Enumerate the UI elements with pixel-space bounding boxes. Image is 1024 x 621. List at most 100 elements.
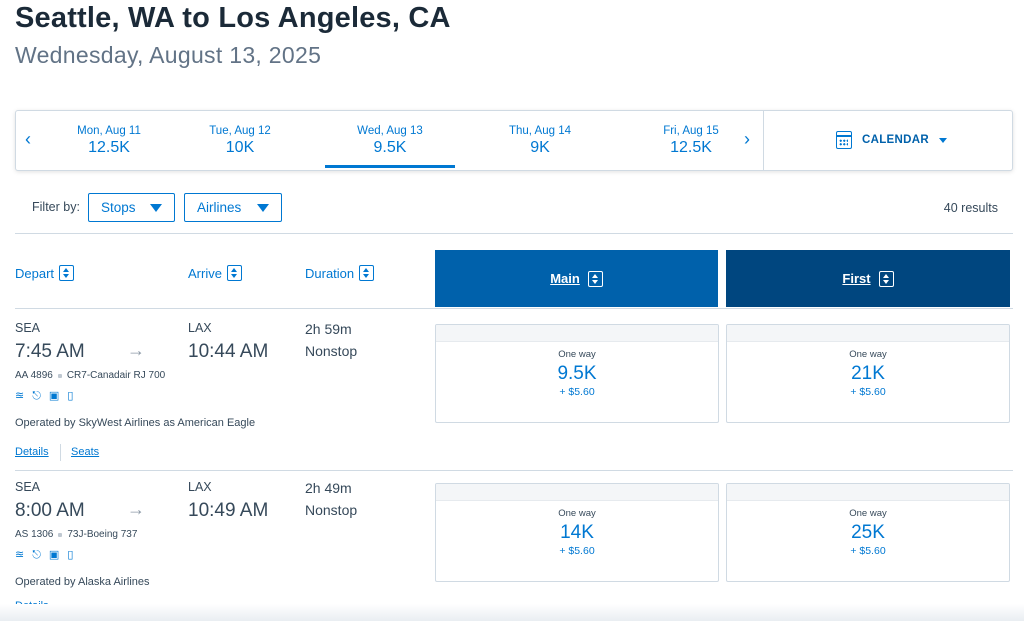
flight-stops: Nonstop	[305, 502, 358, 518]
chevron-right-icon[interactable]: ›	[744, 129, 750, 149]
caret-down-icon	[150, 203, 162, 212]
date-tab-label: Fri, Aug 15	[663, 125, 719, 137]
date-tab-aug-14[interactable]: Thu, Aug 14 9K	[475, 125, 605, 157]
wifi-icon: ≊	[15, 549, 25, 561]
first-cabin-header[interactable]: First	[726, 250, 1010, 307]
duration-header-label: Duration	[305, 265, 355, 281]
airlines-filter-label: Airlines	[197, 200, 242, 215]
fare-type: One way	[849, 508, 887, 519]
amenities: ≊ ⎋ ▣ ▯	[15, 550, 73, 561]
page-subtitle-date: Wednesday, August 13, 2025	[15, 42, 322, 68]
date-tab-label: Mon, Aug 11	[77, 125, 141, 137]
fare-type: One way	[849, 349, 887, 360]
wifi-icon: ≊	[15, 390, 25, 402]
origin-code: SEA	[15, 321, 41, 335]
amenities: ≊ ⎋ ▣ ▯	[15, 391, 73, 402]
page-title: Seattle, WA to Los Angeles, CA	[15, 2, 451, 34]
calendar-icon	[836, 131, 852, 149]
aircraft-type: 73J-Boeing 737	[67, 529, 138, 540]
fare-type: One way	[558, 508, 596, 519]
date-tab-price: 12.5K	[88, 139, 130, 156]
arrive-time: 10:49 AM	[188, 500, 269, 521]
flight-info: AA 4896 CR7-Canadair RJ 700	[15, 370, 165, 381]
main-fare-button[interactable]: One way 14K + $5.60	[435, 483, 719, 582]
usb-icon: ▣	[48, 390, 60, 402]
date-tab-label: Wed, Aug 13	[357, 125, 423, 137]
date-tab-price: 9.5K	[373, 139, 407, 156]
date-tab-price: 10K	[225, 139, 255, 156]
sort-icon	[878, 270, 894, 287]
usb-icon: ▣	[48, 549, 60, 561]
separator	[57, 373, 62, 378]
chevron-left-icon[interactable]: ‹	[25, 129, 31, 149]
divider	[15, 233, 1013, 234]
fare-taxes: + $5.60	[559, 545, 595, 557]
date-tab-price: 12.5K	[670, 139, 712, 156]
sort-icon	[587, 270, 603, 287]
first-fare-button[interactable]: One way 25K + $5.60	[726, 483, 1010, 582]
power-outlet-icon: ⎋	[32, 390, 41, 402]
device-icon: ▯	[67, 549, 74, 561]
fare-taxes: + $5.60	[850, 545, 886, 557]
sort-depart-header[interactable]: Depart	[15, 265, 75, 281]
date-strip: ‹ Mon, Aug 11 12.5K Tue, Aug 12 10K Wed,…	[15, 110, 1013, 171]
sort-arrive-header[interactable]: Arrive	[188, 265, 242, 281]
flight-duration: 2h 59m	[305, 321, 352, 337]
details-link[interactable]: Details	[15, 446, 49, 458]
fare-taxes: + $5.60	[559, 386, 595, 398]
separator	[58, 532, 63, 537]
divider	[15, 308, 1013, 309]
flight-number: AS 1306	[15, 529, 54, 540]
fare-miles: 9.5K	[557, 363, 597, 384]
fare-band	[436, 325, 718, 342]
aircraft-type: CR7-Canadair RJ 700	[66, 370, 166, 381]
sort-duration-header[interactable]: Duration	[305, 265, 375, 281]
stops-filter-button[interactable]: Stops	[88, 193, 175, 222]
date-tab-price: 9K	[530, 139, 550, 156]
sort-icon	[359, 265, 375, 281]
destination-code: LAX	[188, 321, 212, 335]
fare-band	[727, 484, 1009, 501]
seats-link[interactable]: Seats	[71, 446, 100, 458]
first-fare-button[interactable]: One way 21K + $5.60	[726, 324, 1010, 423]
divider	[763, 111, 764, 170]
calendar-button[interactable]: CALENDAR	[836, 131, 947, 149]
fare-miles: 14K	[560, 522, 594, 543]
arrow-right-icon: →	[127, 499, 145, 519]
flight-info: AS 1306 73J-Boeing 737	[15, 529, 137, 540]
depart-header-label: Depart	[15, 265, 55, 281]
fare-band	[436, 484, 718, 501]
main-fare-button[interactable]: One way 9.5K + $5.60	[435, 324, 719, 423]
caret-down-icon	[938, 137, 947, 143]
divider	[60, 444, 61, 461]
sort-icon	[59, 265, 75, 281]
airlines-filter-button[interactable]: Airlines	[184, 193, 282, 222]
main-cabin-label: Main	[550, 271, 580, 286]
date-tab-label: Tue, Aug 12	[209, 125, 271, 137]
fare-taxes: + $5.60	[850, 386, 886, 398]
results-count: 40 results	[943, 201, 998, 215]
fare-band	[727, 325, 1009, 342]
device-icon: ▯	[67, 390, 74, 402]
divider	[15, 470, 1013, 471]
depart-time: 7:45 AM	[15, 341, 85, 362]
date-tab-aug-13[interactable]: Wed, Aug 13 9.5K	[325, 125, 455, 168]
date-tab-aug-11[interactable]: Mon, Aug 11 12.5K	[44, 125, 174, 157]
flight-stops: Nonstop	[305, 343, 358, 359]
arrive-time: 10:44 AM	[188, 341, 269, 362]
operated-by: Operated by Alaska Airlines	[15, 576, 150, 588]
date-tab-aug-15[interactable]: Fri, Aug 15 12.5K	[626, 125, 756, 157]
operated-by: Operated by SkyWest Airlines as American…	[15, 417, 256, 429]
caret-down-icon	[257, 203, 269, 212]
main-cabin-header[interactable]: Main	[435, 250, 718, 307]
fare-miles: 21K	[851, 363, 885, 384]
fare-type: One way	[558, 349, 596, 360]
scroll-shadow	[0, 604, 1024, 621]
date-tab-label: Thu, Aug 14	[508, 125, 572, 137]
date-tab-aug-12[interactable]: Tue, Aug 12 10K	[175, 125, 305, 157]
calendar-label: CALENDAR	[862, 134, 929, 146]
arrive-header-label: Arrive	[188, 265, 222, 281]
flight-number: AA 4896	[15, 370, 53, 381]
sort-icon	[226, 265, 242, 281]
arrow-right-icon: →	[127, 340, 145, 360]
